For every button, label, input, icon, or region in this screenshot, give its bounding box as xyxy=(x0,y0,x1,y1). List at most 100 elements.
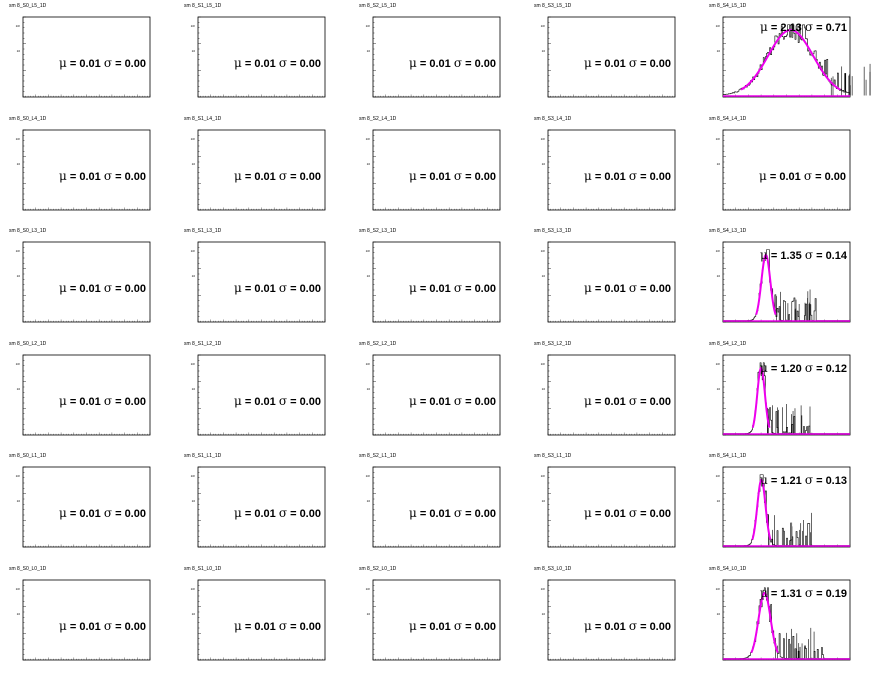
fit-stats-label: μ = 0.01 σ = 0.00 xyxy=(584,619,671,633)
histogram-panel: 10² 10 sm 8_S2_L0_1D μ = 0.01 σ = 0.00 xyxy=(350,563,525,675)
histogram-plot: 10² 10 xyxy=(16,354,151,435)
sigma-symbol: σ xyxy=(453,506,463,520)
fit-stats-label: μ = 0.01 σ = 0.00 xyxy=(234,506,321,520)
histogram-panel: 10² 10 sm 8_S0_L4_1D μ = 0.01 σ = 0.00 xyxy=(0,113,175,226)
y-tick-label: 10² xyxy=(541,474,545,478)
x-axis-ticks xyxy=(22,94,151,97)
fit-stats-label: μ = 0.01 σ = 0.00 xyxy=(234,281,321,295)
x-axis-ticks xyxy=(547,207,676,210)
y-tick-label: 10² xyxy=(366,474,370,478)
x-axis-ticks xyxy=(22,544,151,547)
sigma-symbol: σ xyxy=(804,360,814,375)
sigma-symbol: σ xyxy=(453,56,463,70)
mean-value: = 0.01 xyxy=(591,620,629,633)
histogram-panel: 10² 10 sm 8_S1_L4_1D μ = 0.01 σ = 0.00 xyxy=(175,113,350,226)
mean-value: = 0.01 xyxy=(591,395,629,408)
y-tick-label: 10² xyxy=(541,587,545,591)
histogram-plot: 10² 10 xyxy=(366,16,501,98)
sigma-symbol: σ xyxy=(804,473,814,487)
x-axis-ticks xyxy=(197,432,326,435)
sigma-value: = 0.00 xyxy=(462,508,496,520)
sigma-value: = 0.00 xyxy=(462,283,496,295)
histogram-plot: 10² 10 xyxy=(716,16,871,98)
sigma-symbol: σ xyxy=(803,168,813,183)
histogram-plot: 10² 10 xyxy=(716,354,851,435)
histogram-panel: 10² 10 sm 8_S3_L2_1D μ = 0.01 σ = 0.00 xyxy=(525,338,700,451)
panel-title: sm 8_S4_L1_1D xyxy=(709,453,747,459)
histogram-plot: 10² 10 xyxy=(16,129,151,210)
sigma-symbol: σ xyxy=(103,168,113,183)
sigma-value: = 0.00 xyxy=(112,395,146,408)
fit-stats-label: μ = 0.01 σ = 0.00 xyxy=(59,619,146,633)
sigma-symbol: σ xyxy=(453,168,463,183)
mean-value: = 0.01 xyxy=(66,283,104,295)
x-axis-ticks xyxy=(547,432,676,435)
fit-stats-label: μ = 0.01 σ = 0.00 xyxy=(409,506,496,520)
mu-symbol: μ xyxy=(234,506,242,520)
y-tick-label: 10 xyxy=(367,499,371,503)
mean-value: = 0.01 xyxy=(416,620,454,633)
histogram-plot: 10² 10 xyxy=(716,466,851,548)
mean-value: = 0.01 xyxy=(241,170,279,183)
y-axis-ticks xyxy=(548,579,551,660)
histogram-panel: 10² 10 sm 8_S1_L3_1D μ = 0.01 σ = 0.00 xyxy=(175,225,350,338)
y-axis-ticks xyxy=(723,579,726,660)
y-axis-ticks xyxy=(723,129,726,210)
y-axis-ticks xyxy=(548,466,551,548)
sigma-symbol: σ xyxy=(453,281,463,295)
mean-value: = 0.01 xyxy=(66,395,104,408)
panel-title: sm 8_S2_L5_1D xyxy=(359,3,397,9)
fit-stats-label: μ = 0.01 σ = 0.00 xyxy=(584,394,671,408)
y-tick-label: 10² xyxy=(366,24,370,28)
histogram-panel: 10² 10 sm 8_S1_L2_1D μ = 0.01 σ = 0.00 xyxy=(175,338,350,451)
y-tick-label: 10² xyxy=(541,362,545,366)
histogram-panel: 10² 10 sm 8_S1_L1_1D μ = 0.01 σ = 0.00 xyxy=(175,450,350,563)
mu-symbol: μ xyxy=(59,168,67,183)
histogram-panel: 10² 10 sm 8_S2_L4_1D μ = 0.01 σ = 0.00 xyxy=(350,113,525,226)
sigma-symbol: σ xyxy=(278,618,288,633)
histogram-panel: 10² 10 sm 8_S0_L3_1D μ = 0.01 σ = 0.00 xyxy=(0,225,175,338)
x-axis-ticks xyxy=(197,657,326,660)
fit-stats-label: μ = 0.01 σ = 0.00 xyxy=(59,56,146,70)
histogram-plot: 10² 10 xyxy=(16,579,151,660)
y-axis-ticks xyxy=(373,129,376,210)
sigma-value: = 0.00 xyxy=(637,283,671,295)
x-axis-ticks xyxy=(372,657,501,660)
y-tick-label: 10² xyxy=(366,362,370,366)
sigma-value: = 0.14 xyxy=(813,250,847,262)
gaussian-fit-curve xyxy=(751,366,771,428)
fit-stats-label: μ = 0.01 σ = 0.00 xyxy=(409,619,496,633)
y-tick-label: 10 xyxy=(367,162,371,166)
histogram-plot: 10² 10 xyxy=(191,579,326,660)
y-tick-label: 10² xyxy=(716,24,720,28)
y-tick-label: 10 xyxy=(17,612,21,616)
x-axis-ticks xyxy=(22,207,151,210)
sigma-value: = 0.71 xyxy=(813,22,847,34)
mean-value: = 0.01 xyxy=(416,58,454,70)
y-tick-label: 10 xyxy=(192,274,196,278)
sigma-value: = 0.00 xyxy=(637,508,671,520)
gaussian-fit-curve xyxy=(751,478,772,540)
mean-value: = 0.01 xyxy=(591,508,629,520)
y-tick-label: 10² xyxy=(716,249,720,253)
fit-stats-label: μ = 0.01 σ = 0.00 xyxy=(759,169,846,183)
y-axis-ticks xyxy=(198,129,201,210)
y-axis-ticks xyxy=(373,466,376,548)
mean-value: = 0.01 xyxy=(66,58,104,70)
x-axis-ticks xyxy=(22,657,151,660)
sigma-value: = 0.00 xyxy=(287,283,321,295)
mu-symbol: μ xyxy=(584,168,592,183)
sigma-symbol: σ xyxy=(628,506,638,520)
histogram-plot: 10² 10 xyxy=(191,466,326,548)
fit-stats-label: μ = 0.01 σ = 0.00 xyxy=(234,394,321,408)
panel-title: sm 8_S0_L4_1D xyxy=(9,115,47,122)
histogram-panel: 10² 10 sm 8_S2_L2_1D μ = 0.01 σ = 0.00 xyxy=(350,338,525,451)
x-axis-ticks xyxy=(22,432,151,435)
panel-title: sm 8_S3_L4_1D xyxy=(534,115,572,122)
y-axis-ticks xyxy=(198,466,201,548)
fit-stats-label: μ = 0.01 σ = 0.00 xyxy=(59,506,146,520)
mu-symbol: μ xyxy=(234,393,242,408)
y-tick-label: 10 xyxy=(717,162,721,166)
panel-title: sm 8_S4_L3_1D xyxy=(709,228,747,234)
